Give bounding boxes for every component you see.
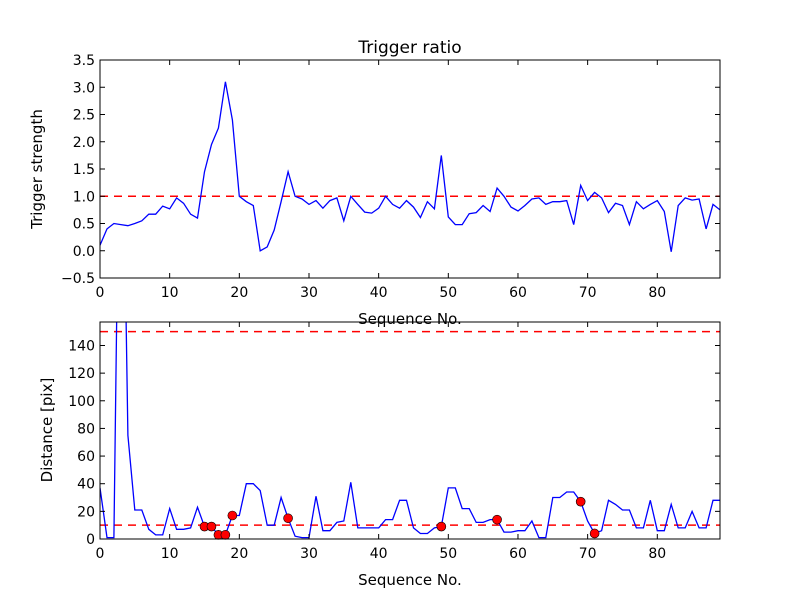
bottom-plot-area (100, 322, 720, 539)
bottom-x-tick-label: 60 (509, 546, 527, 562)
top-x-axis-label: Sequence No. (358, 310, 462, 328)
top-x-tick-label: 20 (230, 285, 248, 301)
bottom-marker-point (589, 528, 600, 539)
bottom-marker-point (206, 521, 217, 532)
top-y-tick-label: 2.0 (73, 135, 95, 151)
bottom-x-axis-label: Sequence No. (358, 571, 462, 589)
top-y-tick-label: 2.5 (73, 108, 95, 124)
top-x-tick-label: 70 (579, 285, 597, 301)
bottom-y-tick-label: 40 (77, 477, 95, 493)
bottom-y-tick-label: 140 (68, 338, 95, 354)
top-y-tick-label: 1.0 (73, 189, 95, 205)
bottom-y-tick-label: 60 (77, 449, 95, 465)
top-chart-title: Trigger ratio (357, 38, 461, 58)
bottom-marker-point (220, 530, 231, 540)
top-x-tick-label: 40 (370, 285, 388, 301)
bottom-x-tick-label: 80 (648, 546, 666, 562)
bottom-x-tick-label: 70 (579, 546, 597, 562)
top-y-tick-label: 3.0 (73, 80, 95, 96)
top-x-tick-label: 80 (648, 285, 666, 301)
bottom-axes-frame (99, 321, 721, 540)
top-x-tick-label: 50 (439, 285, 457, 301)
top-x-tick-label: 0 (96, 285, 105, 301)
bottom-y-tick-label: 120 (68, 366, 95, 382)
bottom-y-tick-label: 0 (86, 532, 95, 548)
bottom-x-tick-label: 10 (161, 546, 179, 562)
top-y-tick-label: 0.0 (73, 244, 95, 260)
bottom-x-tick-label: 40 (370, 546, 388, 562)
bottom-series-line (100, 322, 720, 539)
top-y-tick-label: 1.5 (73, 162, 95, 178)
bottom-marker-point (492, 514, 502, 525)
bottom-x-tick-label: 50 (439, 546, 457, 562)
bottom-x-tick-label: 20 (230, 546, 248, 562)
bottom-y-tick-label: 20 (77, 504, 95, 520)
bottom-y-tick-label: 100 (68, 394, 95, 410)
bottom-marker-point (575, 496, 586, 507)
top-x-tick-label: 60 (509, 285, 527, 301)
top-axes-frame (99, 59, 721, 279)
bottom-plot: 0 10 20 30 40 50 60 70 80 0 20 40 60 80 100 120 140 (68, 321, 721, 562)
top-y-axis-label: Trigger strength (28, 109, 46, 230)
bottom-x-tick-label: 30 (300, 546, 318, 562)
bottom-marker-point (227, 510, 238, 521)
bottom-y-axis-label: Distance [pix] (38, 378, 56, 483)
top-y-tick-label: −0.5 (61, 271, 95, 287)
top-x-tick-label: 30 (300, 285, 318, 301)
bottom-marker-point (436, 521, 447, 532)
top-y-tick-label: 3.5 (73, 53, 95, 69)
top-series-line (100, 81, 720, 252)
top-x-tick-label: 10 (161, 285, 179, 301)
bottom-x-tick-label: 0 (96, 546, 105, 562)
bottom-y-tick-label: 80 (77, 421, 95, 437)
top-y-tick-label: 0.5 (73, 217, 95, 233)
bottom-marker-point (283, 513, 293, 524)
top-plot-area (100, 81, 720, 252)
top-plot: 0 10 20 30 40 50 60 70 80 −0.5 0.0 0.5 1.0 1.5 2.0 2.5 3… (61, 53, 721, 301)
